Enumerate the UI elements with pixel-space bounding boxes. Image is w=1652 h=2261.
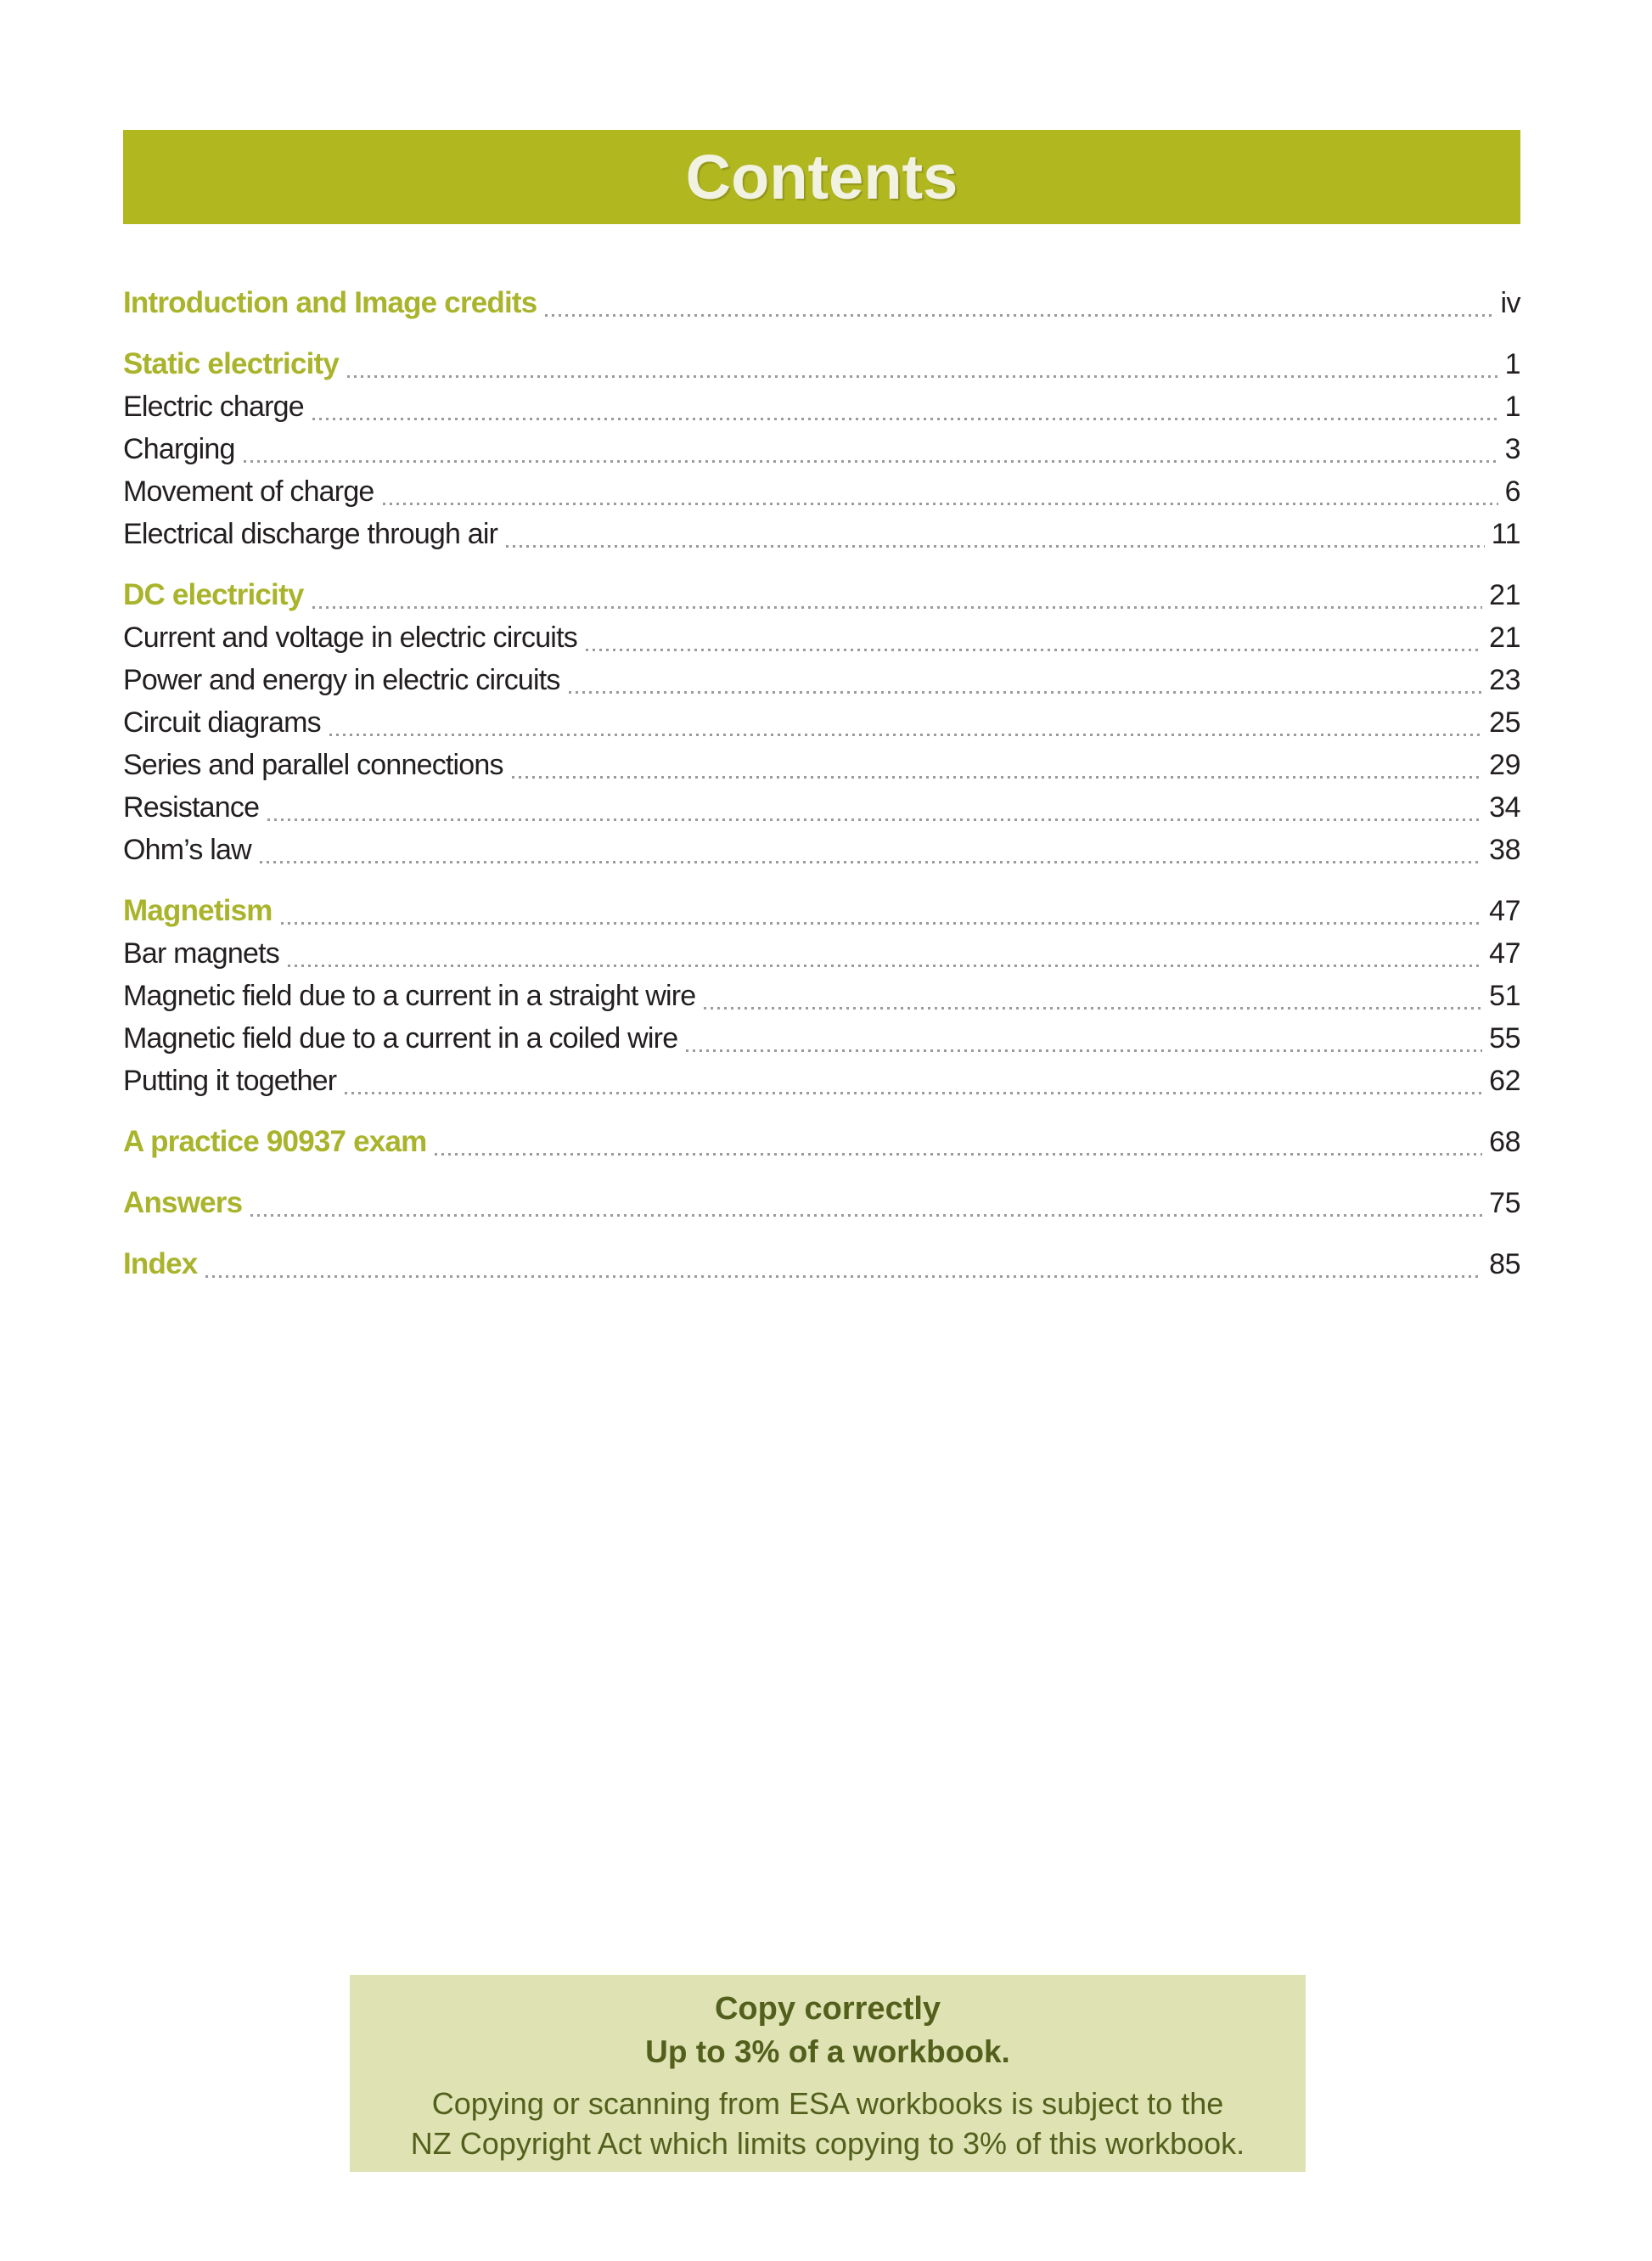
toc-entry-page: 34 xyxy=(1489,791,1520,824)
toc-entry-label: Electric charge xyxy=(123,391,305,423)
notice-body-line2: NZ Copyright Act which limits copying to… xyxy=(410,2126,1245,2161)
toc-entry-page: 6 xyxy=(1504,475,1521,508)
dotted-leader xyxy=(267,818,1483,821)
dotted-leader xyxy=(511,776,1483,779)
dotted-leader xyxy=(205,1275,1483,1278)
copyright-notice: Copy correctly Up to 3% of a workbook. C… xyxy=(350,1975,1306,2172)
dotted-leader xyxy=(382,503,1498,505)
page-title: Contents xyxy=(685,142,958,212)
notice-title: Copy correctly xyxy=(714,1991,941,2027)
toc-entry-label: Magnetic field due to a current in a coi… xyxy=(123,1022,678,1055)
toc-entry-page: 1 xyxy=(1504,348,1521,380)
toc-entry-page: 1 xyxy=(1504,391,1521,423)
toc-section-heading: Index 85 xyxy=(123,1243,1520,1285)
toc-entry-page: 3 xyxy=(1504,433,1521,465)
toc-entry: Magnetic field due to a current in a str… xyxy=(123,975,1520,1017)
toc-entry-label: Current and voltage in electric circuits xyxy=(123,621,578,654)
toc-entry: Electrical discharge through air 11 xyxy=(123,513,1521,555)
notice-body: Copying or scanning from ESA workbooks i… xyxy=(350,2084,1306,2163)
toc-entry-page: 38 xyxy=(1489,834,1520,866)
toc-entry-page: 68 xyxy=(1489,1126,1520,1158)
toc-entry-page: 25 xyxy=(1489,706,1520,739)
toc-entry: Power and energy in electric circuits 23 xyxy=(123,659,1520,701)
toc-entry-label: Static electricity xyxy=(123,347,340,380)
dotted-leader xyxy=(259,861,1483,863)
toc-entry-page: 55 xyxy=(1489,1022,1520,1055)
dotted-leader xyxy=(568,691,1483,694)
toc-entry-label: DC electricity xyxy=(123,578,304,611)
toc-entry-page: iv xyxy=(1500,287,1520,319)
toc-section-heading: Introduction and Image credits iv xyxy=(123,282,1520,324)
dotted-leader xyxy=(545,314,1494,317)
toc-entry-label: Circuit diagrams xyxy=(123,706,322,739)
toc-entry: Ohm’s law 38 xyxy=(123,829,1520,871)
toc-entry-page: 11 xyxy=(1491,518,1521,550)
toc-entry: Electric charge 1 xyxy=(123,385,1521,428)
toc-entry-page: 47 xyxy=(1489,895,1520,927)
toc-entry: Resistance 34 xyxy=(123,786,1520,829)
dotted-leader xyxy=(704,1007,1483,1010)
toc-section-heading: Answers 75 xyxy=(123,1182,1520,1224)
dotted-leader xyxy=(506,545,1485,548)
toc-entry: Putting it together 62 xyxy=(123,1060,1520,1102)
toc-entry-label: Putting it together xyxy=(123,1065,337,1097)
toc-entry-label: Index xyxy=(123,1247,198,1280)
dotted-leader xyxy=(435,1153,1483,1156)
toc-entry-label: Power and energy in electric circuits xyxy=(123,664,560,696)
toc-entry: Charging 3 xyxy=(123,428,1521,470)
dotted-leader xyxy=(250,1214,1483,1217)
dotted-leader xyxy=(287,965,1483,967)
page-header: Contents xyxy=(123,130,1520,224)
toc-entry: Current and voltage in electric circuits… xyxy=(123,616,1520,659)
dotted-leader xyxy=(345,1092,1483,1094)
toc-section-heading: Magnetism 47 xyxy=(123,890,1520,932)
toc-entry-label: Answers xyxy=(123,1186,243,1219)
toc-entry-label: Resistance xyxy=(123,791,260,824)
toc-entry-label: A practice 90937 exam xyxy=(123,1125,427,1158)
toc-entry-page: 62 xyxy=(1489,1065,1520,1097)
dotted-leader xyxy=(686,1049,1483,1052)
dotted-leader xyxy=(585,649,1483,651)
toc-entry-page: 29 xyxy=(1489,749,1520,781)
toc-section-heading: A practice 90937 exam 68 xyxy=(123,1121,1520,1163)
toc-entry-page: 23 xyxy=(1489,664,1520,696)
toc-entry: Series and parallel connections 29 xyxy=(123,744,1520,786)
toc-section-heading: Static electricity 1 xyxy=(123,343,1521,385)
dotted-leader xyxy=(280,922,1483,925)
toc-entry-page: 75 xyxy=(1489,1187,1520,1219)
toc-entry-label: Magnetism xyxy=(123,894,273,927)
toc-entry: Movement of charge 6 xyxy=(123,470,1521,513)
toc-entry-page: 85 xyxy=(1489,1248,1520,1280)
notice-body-line1: Copying or scanning from ESA workbooks i… xyxy=(431,2086,1224,2121)
toc-entry-label: Movement of charge xyxy=(123,475,374,508)
toc-entry-label: Charging xyxy=(123,433,235,465)
toc-entry-label: Introduction and Image credits xyxy=(123,286,537,319)
dotted-leader xyxy=(243,460,1498,463)
toc-entry-page: 21 xyxy=(1489,579,1520,611)
toc-entry-label: Electrical discharge through air xyxy=(123,518,498,550)
toc-entry: Circuit diagrams 25 xyxy=(123,701,1520,744)
dotted-leader xyxy=(312,418,1498,420)
dotted-leader xyxy=(347,375,1498,378)
toc-entry: Bar magnets 47 xyxy=(123,932,1520,975)
toc-entry-page: 47 xyxy=(1489,937,1520,970)
dotted-leader xyxy=(329,734,1483,736)
toc-entry-label: Magnetic field due to a current in a str… xyxy=(123,980,696,1012)
toc-entry-label: Series and parallel connections xyxy=(123,749,504,781)
toc-entry-label: Ohm’s law xyxy=(123,834,252,866)
toc-section-heading: DC electricity 21 xyxy=(123,574,1520,616)
table-of-contents: Introduction and Image credits iv Static… xyxy=(123,282,1521,1285)
toc-entry-page: 51 xyxy=(1489,980,1520,1012)
notice-subtitle: Up to 3% of a workbook. xyxy=(645,2034,1010,2069)
toc-entry-page: 21 xyxy=(1489,621,1520,654)
dotted-leader xyxy=(312,606,1483,609)
toc-entry: Magnetic field due to a current in a coi… xyxy=(123,1017,1520,1060)
toc-entry-label: Bar magnets xyxy=(123,937,280,970)
